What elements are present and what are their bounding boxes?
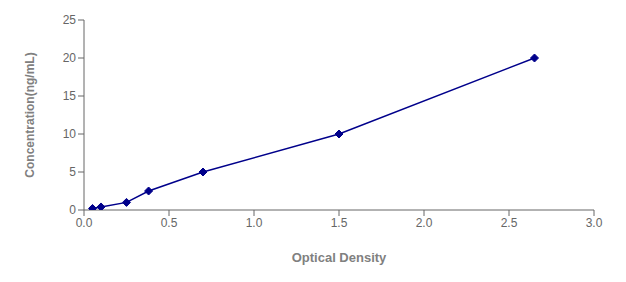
- svg-text:0.0: 0.0: [76, 216, 93, 230]
- svg-text:1.0: 1.0: [246, 216, 263, 230]
- svg-text:5: 5: [69, 165, 76, 179]
- svg-text:25: 25: [63, 13, 77, 27]
- svg-text:15: 15: [63, 89, 77, 103]
- svg-text:20: 20: [63, 51, 77, 65]
- svg-text:3.0: 3.0: [586, 216, 603, 230]
- svg-text:Concentration(ng/mL): Concentration(ng/mL): [23, 52, 37, 177]
- svg-text:0: 0: [69, 203, 76, 217]
- svg-text:10: 10: [63, 127, 77, 141]
- svg-text:Optical Density: Optical Density: [292, 250, 387, 265]
- svg-text:1.5: 1.5: [331, 216, 348, 230]
- svg-text:0.5: 0.5: [161, 216, 178, 230]
- svg-text:2.0: 2.0: [416, 216, 433, 230]
- svg-text:2.5: 2.5: [501, 216, 518, 230]
